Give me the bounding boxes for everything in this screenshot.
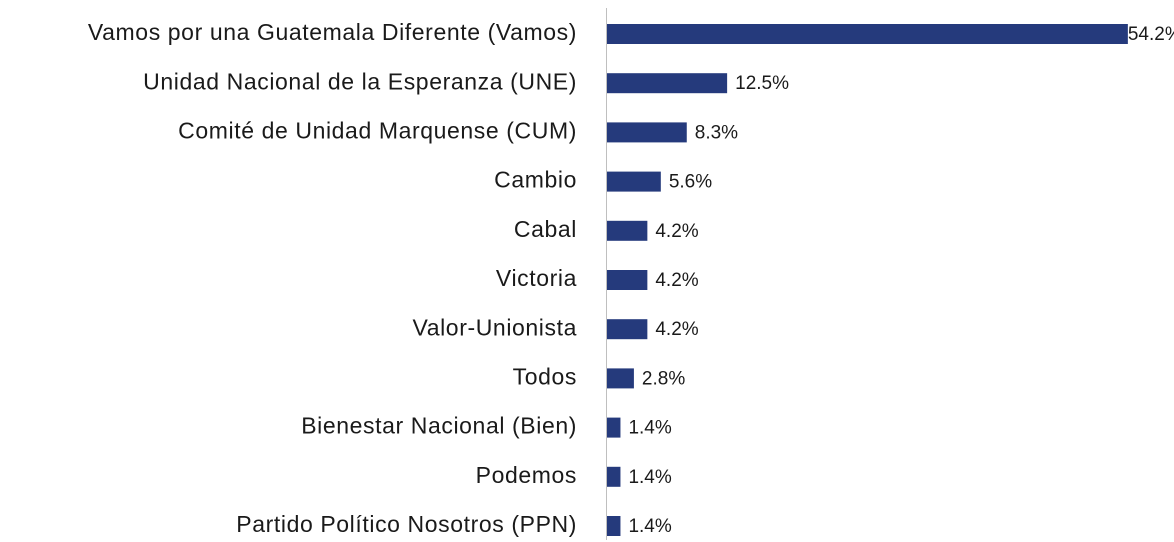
bar <box>607 466 621 487</box>
category-label: Victoria <box>496 265 577 291</box>
bar <box>607 73 728 94</box>
value-label: 4.2% <box>655 270 698 291</box>
category-label: Vamos por una Guatemala Diferente (Vamos… <box>88 19 577 45</box>
value-label: 54.2% <box>1128 24 1174 45</box>
value-label: 1.4% <box>628 516 671 537</box>
category-label: Valor-Unionista <box>412 314 577 340</box>
bar <box>607 319 648 340</box>
bar <box>607 368 634 389</box>
value-label: 1.4% <box>628 418 671 439</box>
bar <box>607 24 1128 44</box>
bar <box>607 220 648 241</box>
category-label: Comité de Unidad Marquense (CUM) <box>178 117 577 143</box>
category-label: Bienestar Nacional (Bien) <box>301 413 577 439</box>
category-label: Todos <box>513 363 577 389</box>
category-label: Cambio <box>494 167 577 193</box>
value-label: 4.2% <box>655 221 698 242</box>
bar <box>607 417 621 438</box>
category-label: Unidad Nacional de la Esperanza (UNE) <box>143 68 577 94</box>
bar <box>607 122 687 143</box>
category-label: Podemos <box>476 462 577 488</box>
value-label: 5.6% <box>669 172 712 193</box>
value-label: 12.5% <box>735 73 789 94</box>
value-label: 1.4% <box>628 467 671 488</box>
bar <box>607 270 648 290</box>
value-label: 4.2% <box>655 319 698 340</box>
category-label: Partido Político Nosotros (PPN) <box>236 511 577 537</box>
value-label: 2.8% <box>642 368 685 389</box>
value-label: 8.3% <box>695 122 738 143</box>
category-label: Cabal <box>514 216 577 242</box>
bar <box>607 516 621 536</box>
bar <box>607 171 661 192</box>
